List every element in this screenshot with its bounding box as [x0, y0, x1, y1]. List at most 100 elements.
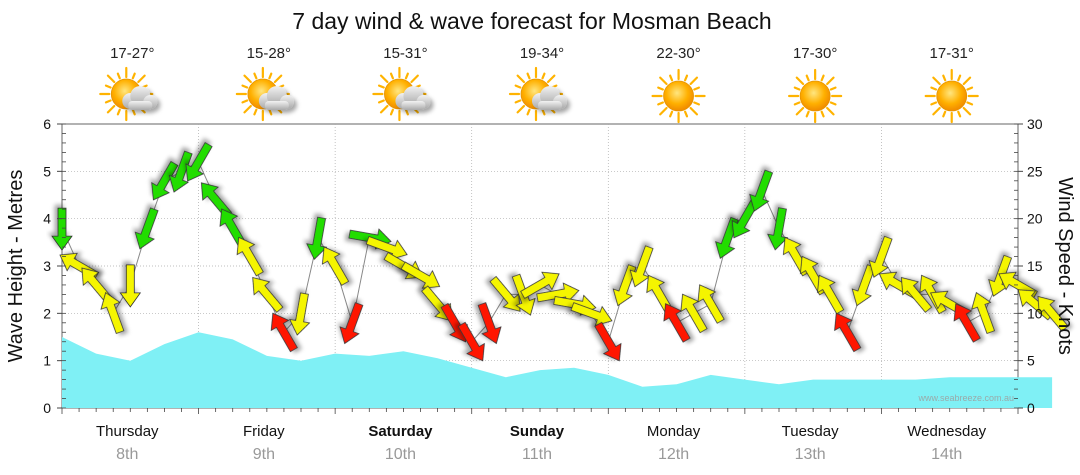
sun-ray	[404, 72, 409, 80]
sun-ray	[669, 110, 674, 118]
weather-forecast-row: 17-27° 15-28° 15-31° 19-34° 22-30° 17-30° 17-3…	[99, 45, 979, 124]
sun-ray	[795, 106, 805, 116]
sun-ray	[404, 108, 409, 116]
wind-arrow	[612, 264, 637, 307]
wind-arrow	[236, 236, 264, 277]
cloud-base	[264, 101, 289, 110]
sun-ray	[820, 110, 825, 118]
wind-arrow	[321, 246, 350, 286]
temperature-range: 17-27°	[110, 45, 154, 62]
y-axis-label: Wave Height - Metres	[5, 170, 27, 363]
wind-arrow-shape	[817, 274, 845, 315]
wind-arrow-shape	[868, 235, 893, 278]
day-labels: Thursday 8th Friday 9th Saturday 10th Sunday 11…	[96, 423, 987, 463]
wind-arrow-shape	[119, 264, 142, 308]
sunny-icon	[788, 68, 843, 124]
sun-ray	[820, 74, 825, 82]
sun-ray	[793, 86, 801, 91]
sun-ray	[131, 72, 136, 80]
wind-arrow-shape	[457, 321, 485, 362]
y-tick-label: 2	[43, 305, 51, 321]
wind-arrow-shape	[185, 142, 213, 182]
partly-cloudy-icon	[99, 66, 158, 122]
sun-ray	[379, 104, 389, 114]
cloud-shape	[122, 86, 158, 110]
temperature-range: 22-30°	[656, 45, 700, 62]
sun-ray	[932, 76, 941, 86]
wind-arrow-shape	[252, 277, 284, 313]
sun-disc	[936, 80, 968, 112]
wind-arrow	[971, 291, 996, 334]
wind-arrow	[457, 321, 485, 362]
day-date-label: 8th	[116, 446, 138, 463]
day-name-label: Sunday	[510, 423, 565, 440]
day-date-label: 12th	[658, 446, 689, 463]
wind-arrow-shape	[168, 150, 193, 193]
sun-ray	[962, 76, 972, 86]
day-date-label: 14th	[931, 446, 962, 463]
temperature-range: 17-30°	[793, 45, 837, 62]
wind-arrow	[594, 321, 622, 362]
cloud-base	[128, 101, 153, 110]
sun-ray	[689, 76, 699, 86]
wave-area	[62, 332, 1053, 408]
wind-arrow	[477, 302, 502, 345]
wind-arrow-shape	[270, 312, 298, 353]
watermark: www.seabreeze.com.au	[917, 393, 1014, 403]
sun-ray	[104, 84, 112, 89]
sun-ray	[829, 101, 837, 106]
chart-title: 7 day wind & wave forecast for Mosman Be…	[292, 8, 771, 34]
sun-ray	[253, 72, 258, 80]
wind-arrow-shape	[680, 293, 708, 334]
wind-arrow	[400, 261, 441, 289]
sun-ray	[966, 86, 974, 91]
day-date-label: 11th	[522, 446, 552, 463]
sun-ray	[805, 74, 810, 82]
wind-arrow	[834, 312, 862, 353]
day-date-label: 9th	[253, 446, 275, 463]
sun-ray	[514, 84, 522, 89]
sun-ray	[657, 86, 664, 91]
wind-arrow-shape	[477, 302, 502, 345]
cloud-shape	[258, 86, 294, 110]
sun-ray	[546, 74, 556, 84]
y2-tick-label: 30	[1027, 116, 1043, 132]
wind-arrow	[868, 235, 893, 278]
wind-arrow-shape	[767, 207, 789, 251]
wind-arrow-shape	[520, 271, 560, 299]
wind-arrow	[1037, 295, 1069, 332]
sun-ray	[106, 74, 116, 84]
cloud-base	[401, 101, 426, 110]
wind-arrow	[185, 142, 213, 182]
sun-ray	[116, 108, 121, 116]
sun-ray	[829, 86, 837, 91]
y2-tick-label: 25	[1027, 163, 1043, 179]
wind-arrow	[697, 284, 725, 324]
y-tick-label: 0	[43, 400, 51, 416]
wind-arrow	[168, 150, 193, 193]
sun-ray	[930, 86, 938, 91]
sun-disc	[799, 80, 831, 112]
wind-arrow-shape	[289, 292, 311, 336]
y2-tick-label: 10	[1027, 305, 1043, 321]
sun-ray	[541, 72, 546, 80]
wind-arrow-shape	[697, 284, 725, 324]
sun-ray	[116, 72, 121, 80]
wind-arrow	[151, 160, 179, 201]
wind-arrow	[306, 216, 328, 260]
sun-ray	[689, 106, 699, 116]
wind-arrow	[953, 303, 981, 343]
sunny-icon	[651, 68, 706, 124]
wind-arrow-shape	[134, 207, 159, 250]
wind-arrow	[570, 302, 613, 327]
partly-cloudy-icon	[372, 66, 431, 122]
sun-ray	[669, 74, 674, 82]
day-date-label: 10th	[385, 446, 416, 463]
wind-arrow	[663, 303, 691, 343]
sun-ray	[693, 101, 700, 106]
sun-ray	[932, 106, 941, 116]
wind-arrow-shape	[971, 291, 996, 334]
day-name-label: Tuesday	[782, 423, 839, 440]
sun-ray	[683, 74, 689, 82]
